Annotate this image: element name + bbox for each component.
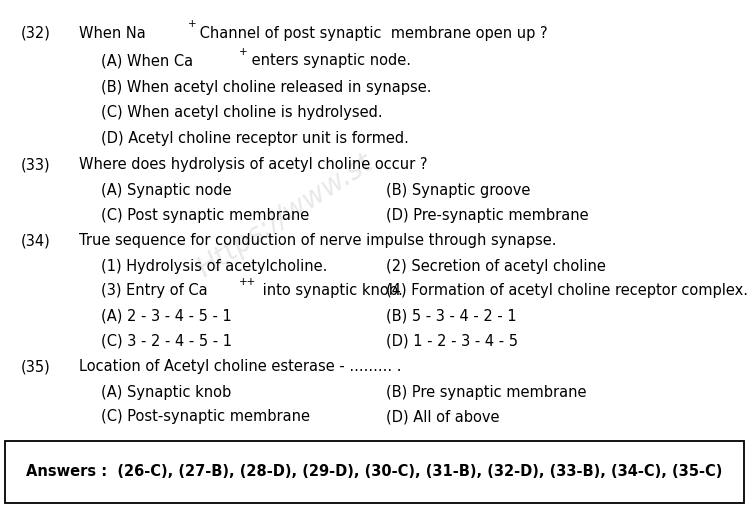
Text: (32): (32) xyxy=(21,26,51,41)
Text: (D) 1 - 2 - 3 - 4 - 5: (D) 1 - 2 - 3 - 4 - 5 xyxy=(386,333,518,348)
Text: (B) Synaptic groove: (B) Synaptic groove xyxy=(386,183,530,198)
Text: (4) Formation of acetyl choline receptor complex.: (4) Formation of acetyl choline receptor… xyxy=(386,283,748,298)
Text: (A) When Ca: (A) When Ca xyxy=(101,53,193,68)
Text: into synaptic knob.: into synaptic knob. xyxy=(258,283,403,298)
Text: +: + xyxy=(187,19,196,29)
Text: (C) Post synaptic membrane: (C) Post synaptic membrane xyxy=(101,208,309,223)
Text: (A) Synaptic knob: (A) Synaptic knob xyxy=(101,385,231,400)
Text: (B) Pre synaptic membrane: (B) Pre synaptic membrane xyxy=(386,385,586,400)
Text: (C) When acetyl choline is hydrolysed.: (C) When acetyl choline is hydrolysed. xyxy=(101,105,383,120)
Text: (D) Pre-synaptic membrane: (D) Pre-synaptic membrane xyxy=(386,208,589,223)
Text: When Na: When Na xyxy=(79,26,145,41)
Text: (1) Hydrolysis of acetylcholine.: (1) Hydrolysis of acetylcholine. xyxy=(101,259,327,274)
Text: (B) 5 - 3 - 4 - 2 - 1: (B) 5 - 3 - 4 - 2 - 1 xyxy=(386,309,516,324)
Text: Https://www.st: Https://www.st xyxy=(192,148,377,283)
Text: Location of Acetyl choline esterase - ......... .: Location of Acetyl choline esterase - ..… xyxy=(79,359,401,374)
Text: Channel of post synaptic  membrane open up ?: Channel of post synaptic membrane open u… xyxy=(195,26,548,41)
Text: Where does hydrolysis of acetyl choline occur ?: Where does hydrolysis of acetyl choline … xyxy=(79,157,427,172)
Text: (A) Synaptic node: (A) Synaptic node xyxy=(101,183,231,198)
FancyBboxPatch shape xyxy=(5,441,744,503)
Text: Answers :  (26-C), (27-B), (28-D), (29-D), (30-C), (31-B), (32-D), (33-B), (34-C: Answers : (26-C), (27-B), (28-D), (29-D)… xyxy=(26,464,723,480)
Text: (B) When acetyl choline released in synapse.: (B) When acetyl choline released in syna… xyxy=(101,80,431,94)
Text: True sequence for conduction of nerve impulse through synapse.: True sequence for conduction of nerve im… xyxy=(79,233,557,248)
Text: (34): (34) xyxy=(21,233,51,248)
Text: +: + xyxy=(239,47,248,56)
Text: (C) Post-synaptic membrane: (C) Post-synaptic membrane xyxy=(101,409,310,424)
Text: (D) Acetyl choline receptor unit is formed.: (D) Acetyl choline receptor unit is form… xyxy=(101,131,409,146)
Text: (3) Entry of Ca: (3) Entry of Ca xyxy=(101,283,207,298)
Text: enters synaptic node.: enters synaptic node. xyxy=(247,53,411,68)
Text: (A) 2 - 3 - 4 - 5 - 1: (A) 2 - 3 - 4 - 5 - 1 xyxy=(101,309,232,324)
Text: ++: ++ xyxy=(239,277,256,286)
Text: (C) 3 - 2 - 4 - 5 - 1: (C) 3 - 2 - 4 - 5 - 1 xyxy=(101,333,232,348)
Text: (33): (33) xyxy=(21,157,51,172)
Text: (35): (35) xyxy=(21,359,51,374)
Text: (2) Secretion of acetyl choline: (2) Secretion of acetyl choline xyxy=(386,259,606,274)
Text: (D) All of above: (D) All of above xyxy=(386,409,500,424)
